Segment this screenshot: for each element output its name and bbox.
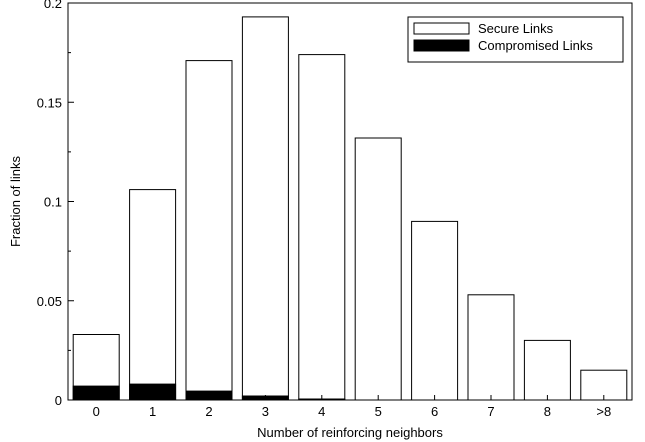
x-axis-label: Number of reinforcing neighbors [257, 425, 443, 440]
x-ticks-group: 0 1 2 3 4 5 6 7 8 >8 [93, 395, 611, 419]
y-tick-label-0: 0 [55, 393, 62, 408]
legend-swatch-secure [413, 22, 470, 35]
x-tick-label-8: 8 [544, 404, 551, 419]
y-tick-label-2: 0.1 [44, 195, 62, 210]
secure-bar-7 [467, 294, 515, 401]
x-tick-label-9: >8 [596, 404, 611, 419]
y-ticks-group: 0 0.05 0.1 0.15 0.2 [37, 0, 74, 408]
bars-group [72, 16, 628, 401]
y-tick-label-4: 0.2 [44, 0, 62, 11]
x-tick-label-0: 0 [93, 404, 100, 419]
secure-bar-1 [129, 189, 177, 401]
x-tick-label-1: 1 [149, 404, 156, 419]
y-tick-label-3: 0.15 [37, 95, 62, 110]
y-axis-label: Fraction of links [8, 155, 23, 247]
x-tick-label-2: 2 [205, 404, 212, 419]
y-tick-label-1: 0.05 [37, 294, 62, 309]
x-tick-label-7: 7 [487, 404, 494, 419]
legend-label-compromised: Compromised Links [478, 38, 593, 53]
legend-label-secure: Secure Links [478, 21, 554, 36]
legend: Secure Links Compromised Links [407, 16, 624, 63]
legend-swatch-compromised [413, 39, 470, 52]
x-tick-label-4: 4 [318, 404, 325, 419]
secure-bar-5 [354, 137, 402, 401]
secure-bar-3 [241, 16, 289, 401]
secure-bar-4 [298, 54, 346, 401]
x-tick-label-3: 3 [262, 404, 269, 419]
secure-bar-6 [411, 220, 459, 401]
x-tick-label-5: 5 [375, 404, 382, 419]
secure-bar-8 [523, 339, 571, 401]
secure-bar-2 [185, 60, 233, 401]
x-tick-label-6: 6 [431, 404, 438, 419]
